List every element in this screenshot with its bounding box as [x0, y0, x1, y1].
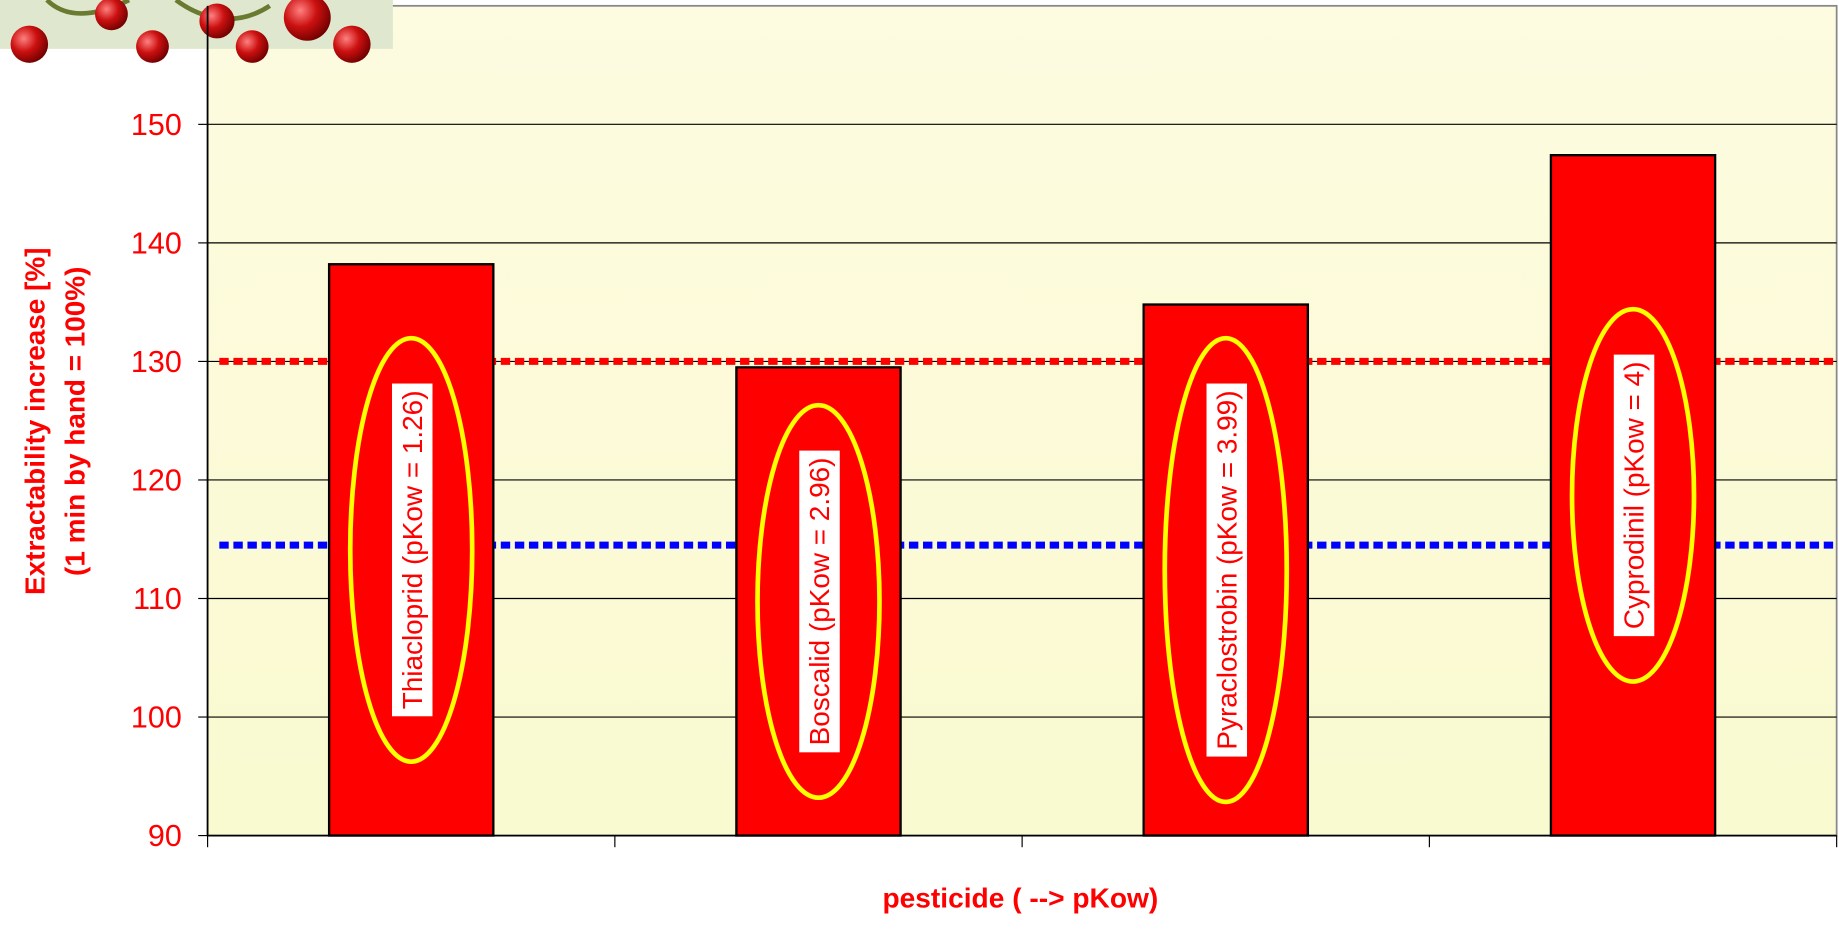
y-tick-label: 90: [148, 820, 182, 853]
y-tick-label: 150: [131, 109, 182, 142]
bar-label: Boscalid (pKow = 2.96): [804, 458, 835, 746]
bar-label: Thiacloprid (pKow = 1.26): [397, 391, 428, 710]
x-axis-label: pesticide ( --> pKow): [882, 883, 1158, 914]
bar-label: Cyprodinil (pKow = 4): [1618, 362, 1649, 630]
bar-label: Pyraclostrobin (pKow = 3.99): [1211, 391, 1242, 750]
y-tick-label: 120: [131, 465, 182, 498]
chart: pesticide ( --> pKow) Extractability inc…: [0, 0, 1839, 931]
y-tick-label: 100: [131, 702, 182, 735]
y-tick-label: 140: [131, 227, 182, 260]
y-tick-label: 110: [133, 583, 182, 616]
y-axis-label: (1 min by hand = 100%): [59, 267, 90, 576]
y-tick-label: 130: [131, 346, 182, 379]
y-axis-label: Extractability increase [%]: [19, 248, 50, 595]
